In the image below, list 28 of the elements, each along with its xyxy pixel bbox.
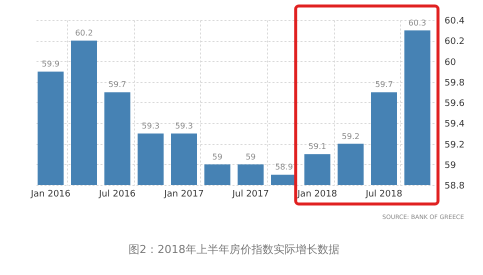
data-label: 59.2 <box>342 132 360 141</box>
y-tick-label: 59.6 <box>444 99 465 109</box>
data-label: 59.9 <box>42 60 60 69</box>
data-label: 59.3 <box>142 121 160 130</box>
y-tick-label: 59.8 <box>444 78 465 88</box>
data-label: 58.9 <box>275 162 293 172</box>
y-tick-label: 59 <box>444 160 456 171</box>
y-tick-label: 59.4 <box>444 120 465 130</box>
data-label: 60.3 <box>408 18 426 28</box>
y-tick-label: 60 <box>444 58 456 68</box>
data-label: 60.2 <box>75 28 93 38</box>
data-label: 59.7 <box>375 80 393 90</box>
x-tick-label: Jan 2016 <box>30 190 71 200</box>
x-tick-label: Jul 2018 <box>364 190 403 200</box>
y-tick-label: 60.2 <box>444 37 465 48</box>
y-tick-label: 59.2 <box>444 140 465 150</box>
y-tick-label: 58.8 <box>444 182 465 192</box>
text: 图2：2018年上半年房价指数实际增长数据 <box>128 243 340 256</box>
data-label: 59 <box>212 152 222 162</box>
x-tick-label: Jul 2017 <box>231 190 269 200</box>
x-tick-label: Jan 2018 <box>296 190 338 200</box>
x-tick-label: Jan 2017 <box>163 190 204 200</box>
data-label: 59 <box>246 152 256 162</box>
data-label: 59.7 <box>108 80 126 90</box>
y-tick-label: 60.4 <box>444 16 465 26</box>
x-tick-label: Jul 2016 <box>98 190 136 200</box>
data-label: 59.3 <box>175 121 193 130</box>
data-label: 59.1 <box>308 142 326 152</box>
